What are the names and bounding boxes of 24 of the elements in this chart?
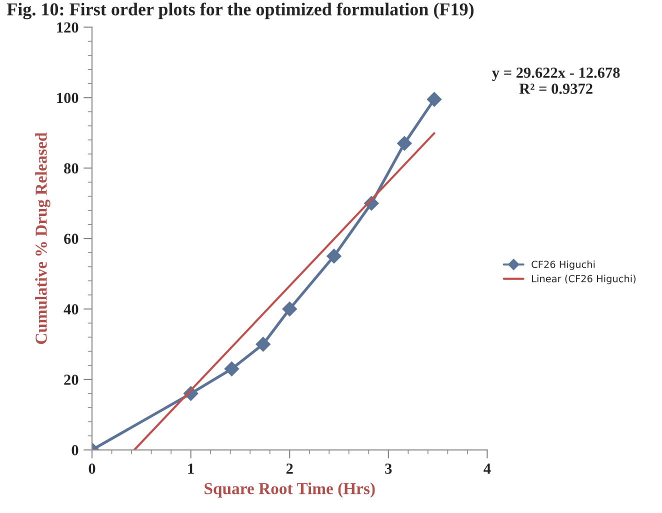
y-tick-label: 20 — [64, 374, 78, 385]
x-tick-label: 3 — [385, 464, 392, 474]
legend-label: CF26 Higuchi — [532, 260, 595, 270]
y-tick-label: 80 — [64, 163, 78, 174]
y-tick-label: 60 — [64, 234, 78, 244]
x-tick-label: 2 — [286, 464, 293, 474]
point — [256, 336, 271, 352]
y-tick-label: 100 — [57, 92, 78, 104]
point — [224, 361, 240, 376]
x-tick-label: 4 — [484, 464, 491, 474]
point — [426, 92, 442, 107]
x-axis-title: Square Root Time (Hrs) — [204, 482, 375, 498]
point — [282, 302, 298, 316]
y-tick-label: 0 — [72, 445, 78, 456]
y-tick-label: 40 — [64, 304, 78, 314]
legend-label: Linear (CF26 Higuchi) — [532, 274, 636, 284]
point — [326, 248, 342, 264]
point — [397, 136, 412, 151]
chart-title: Fig. 10: First order plots for the optimized formulation (F19) — [6, 2, 474, 20]
y-tick-label: 120 — [57, 22, 78, 33]
x-tick-label: 1 — [188, 464, 194, 474]
text: y = 29.622x - 12.678 R² = 0.9372 — [492, 68, 620, 94]
x-tick-label: 0 — [88, 464, 96, 474]
y-axis-title: Cumulative % Drug Released — [35, 132, 50, 344]
